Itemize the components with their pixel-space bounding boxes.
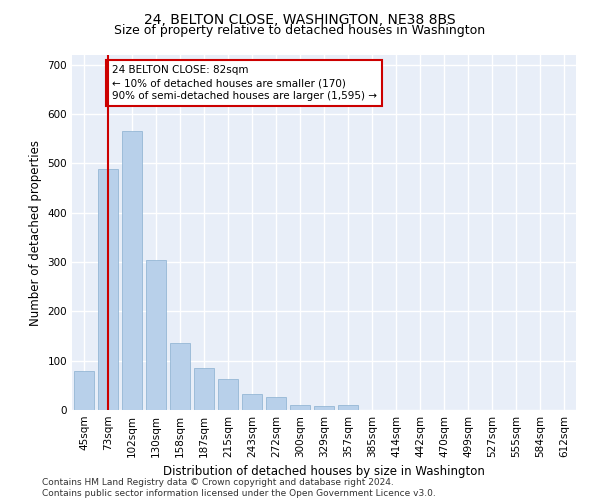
Bar <box>122 132 142 410</box>
Bar <box>338 405 358 410</box>
Text: Size of property relative to detached houses in Washington: Size of property relative to detached ho… <box>115 24 485 37</box>
Bar <box>146 260 166 410</box>
Text: 24, BELTON CLOSE, WASHINGTON, NE38 8BS: 24, BELTON CLOSE, WASHINGTON, NE38 8BS <box>144 12 456 26</box>
Bar <box>242 394 262 410</box>
Bar <box>314 406 334 410</box>
Bar <box>74 370 94 410</box>
Bar <box>194 368 214 410</box>
X-axis label: Distribution of detached houses by size in Washington: Distribution of detached houses by size … <box>163 466 485 478</box>
Bar <box>98 170 118 410</box>
Bar <box>218 379 238 410</box>
Text: Contains HM Land Registry data © Crown copyright and database right 2024.
Contai: Contains HM Land Registry data © Crown c… <box>42 478 436 498</box>
Y-axis label: Number of detached properties: Number of detached properties <box>29 140 42 326</box>
Bar <box>266 396 286 410</box>
Bar <box>290 405 310 410</box>
Text: 24 BELTON CLOSE: 82sqm
← 10% of detached houses are smaller (170)
90% of semi-de: 24 BELTON CLOSE: 82sqm ← 10% of detached… <box>112 65 377 102</box>
Bar <box>170 344 190 410</box>
